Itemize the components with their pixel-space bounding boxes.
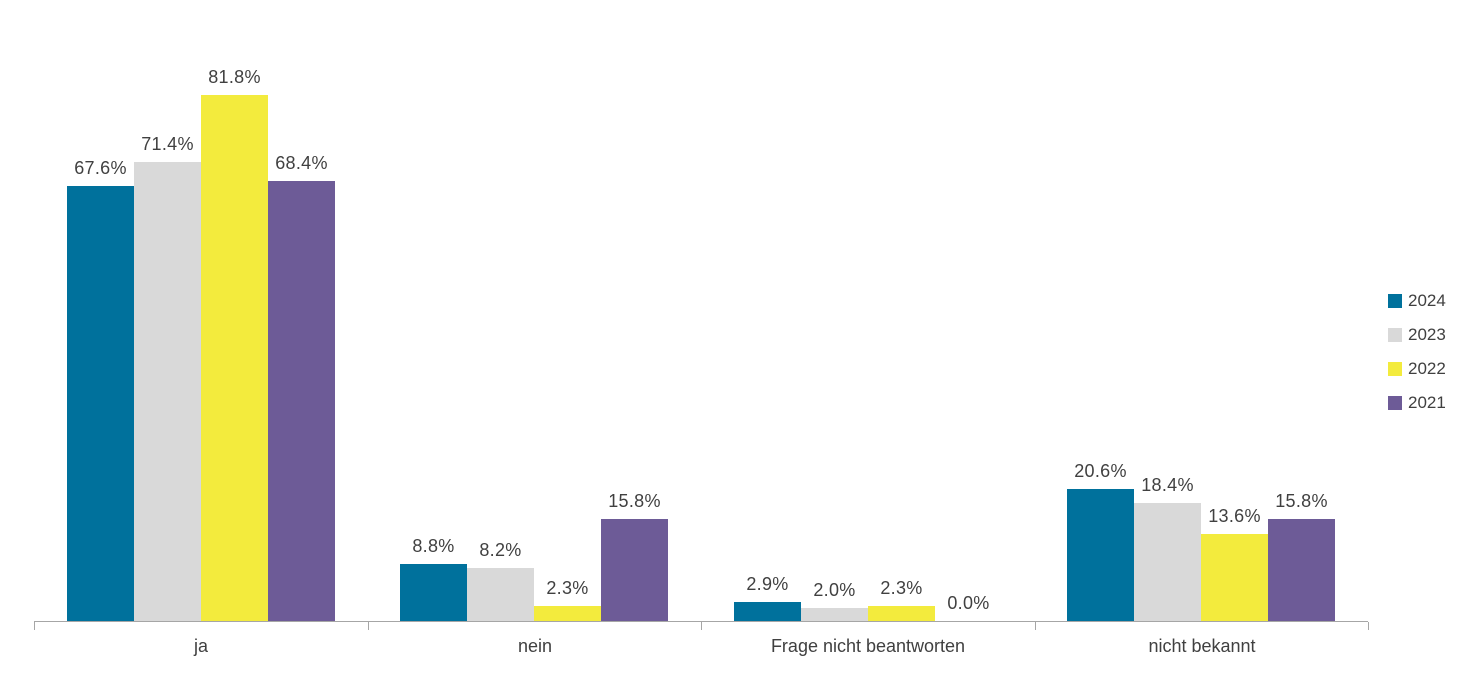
bar-2022-3[interactable] bbox=[1201, 534, 1268, 621]
value-label: 15.8% bbox=[1275, 491, 1328, 511]
bar-2023-1[interactable] bbox=[467, 568, 534, 621]
legend-swatch-2022 bbox=[1388, 362, 1402, 376]
value-label: 20.6% bbox=[1074, 461, 1127, 481]
bar-2024-2[interactable] bbox=[734, 602, 801, 621]
x-axis-line bbox=[34, 621, 1368, 622]
value-label: 15.8% bbox=[608, 491, 661, 511]
value-label: 18.4% bbox=[1141, 475, 1194, 495]
legend-swatch-2021 bbox=[1388, 396, 1402, 410]
category-label: Frage nicht beantworten bbox=[770, 636, 966, 656]
x-axis-tick bbox=[368, 622, 369, 630]
bar-2022-1[interactable] bbox=[534, 606, 601, 621]
bar-2024-0[interactable] bbox=[67, 186, 134, 621]
legend-swatch-2023 bbox=[1388, 328, 1402, 342]
value-label: 8.2% bbox=[479, 540, 522, 560]
bar-2022-0[interactable] bbox=[201, 95, 268, 621]
legend-swatch-2024 bbox=[1388, 294, 1402, 308]
legend-item-2021[interactable]: 2021 bbox=[1388, 386, 1446, 420]
value-label: 13.6% bbox=[1208, 506, 1261, 526]
bar-2021-1[interactable] bbox=[601, 519, 668, 621]
legend-item-2024[interactable]: 2024 bbox=[1388, 284, 1446, 318]
value-label: 2.3% bbox=[880, 578, 923, 598]
value-label: 2.3% bbox=[546, 578, 589, 598]
value-label: 0.0% bbox=[947, 593, 990, 613]
value-label: 71.4% bbox=[141, 134, 194, 154]
bar-2021-0[interactable] bbox=[268, 181, 335, 621]
value-label: 81.8% bbox=[208, 67, 261, 87]
value-label: 2.9% bbox=[746, 574, 789, 594]
bar-2024-1[interactable] bbox=[400, 564, 467, 621]
category-label: ja bbox=[193, 636, 208, 656]
legend-label: 2022 bbox=[1408, 359, 1446, 378]
bar-2024-3[interactable] bbox=[1067, 489, 1134, 621]
x-axis-tick bbox=[701, 622, 702, 630]
bar-2023-2[interactable] bbox=[801, 608, 868, 621]
value-label: 2.0% bbox=[813, 580, 856, 600]
x-axis-tick bbox=[1368, 622, 1369, 630]
legend-label: 2024 bbox=[1408, 291, 1446, 310]
value-label: 67.6% bbox=[74, 158, 127, 178]
category-label: nicht bekannt bbox=[1148, 636, 1256, 656]
x-axis-tick bbox=[1035, 622, 1036, 630]
legend-item-2023[interactable]: 2023 bbox=[1388, 318, 1446, 352]
bar-2022-2[interactable] bbox=[868, 606, 935, 621]
x-axis-tick bbox=[34, 622, 35, 630]
legend-item-2022[interactable]: 2022 bbox=[1388, 352, 1446, 386]
legend-label: 2023 bbox=[1408, 325, 1446, 344]
value-label: 8.8% bbox=[412, 536, 455, 556]
bar-2023-0[interactable] bbox=[134, 162, 201, 621]
category-label: nein bbox=[517, 636, 553, 656]
bar-2023-3[interactable] bbox=[1134, 503, 1201, 621]
bar-2021-3[interactable] bbox=[1268, 519, 1335, 621]
legend: 2024 2023 2022 2021 bbox=[1388, 284, 1446, 420]
legend-label: 2021 bbox=[1408, 393, 1446, 412]
value-label: 68.4% bbox=[275, 153, 328, 173]
